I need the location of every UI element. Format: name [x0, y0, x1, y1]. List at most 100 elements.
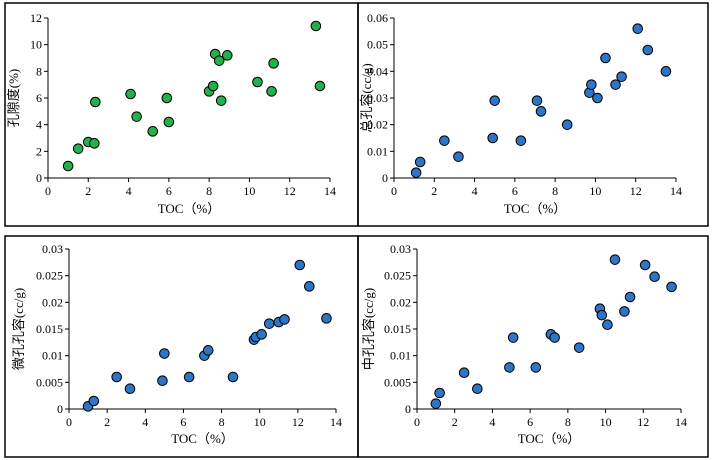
- y-tick-label: 4: [36, 118, 42, 132]
- x-tick-label: 10: [254, 415, 266, 429]
- y-tick-label: 0.01: [42, 349, 63, 363]
- panel-meso-frame: [357, 235, 709, 458]
- data-point: [610, 79, 621, 90]
- data-point: [600, 52, 611, 64]
- x-axis-title: TOC（%）: [158, 201, 221, 216]
- data-point: [619, 306, 630, 317]
- y-tick-label: 10: [30, 38, 42, 52]
- x-tick-label: 10: [589, 184, 601, 198]
- data-point: [321, 313, 332, 324]
- micropore-volume-chart: 0 2 4 6 8 10 12 14 0 0.005 0.01 0.015 0.02 0.025 0.03 T…: [11, 242, 342, 446]
- x-tick-label: 2: [104, 415, 110, 429]
- data-point: [111, 371, 122, 383]
- data-point: [314, 80, 326, 92]
- data-point: [458, 367, 470, 379]
- data-point: [294, 259, 306, 271]
- data-point: [227, 371, 239, 383]
- y-tick-label: 2: [36, 144, 42, 158]
- x-tick-label: 12: [630, 184, 642, 198]
- x-axis-title: TOC（%）: [504, 201, 567, 216]
- x-axis-title: TOC（%）: [171, 431, 234, 446]
- data-point: [632, 23, 644, 34]
- y-tick-label: 0.02: [42, 295, 63, 309]
- data-point: [639, 259, 651, 271]
- data-point: [207, 80, 219, 92]
- y-axis-title: 微孔孔容(cc/g): [11, 288, 26, 370]
- x-tick-label: 0: [66, 415, 72, 429]
- data-point: [88, 395, 100, 407]
- x-tick-label: 8: [206, 184, 212, 198]
- y-tick-label: 0.04: [367, 64, 388, 78]
- data-point: [530, 362, 542, 373]
- y-tick-label: 0.005: [36, 375, 63, 389]
- data-point: [609, 254, 621, 265]
- data-point: [263, 318, 275, 329]
- data-point: [125, 88, 136, 100]
- data-point: [183, 371, 195, 383]
- data-point: [414, 156, 426, 168]
- data-point: [310, 20, 322, 32]
- y-tick-label: 0: [405, 402, 411, 416]
- x-tick-label: 4: [126, 184, 132, 198]
- x-tick-label: 4: [472, 184, 478, 198]
- y-tick-label: 0.015: [384, 322, 411, 336]
- data-point: [213, 55, 225, 66]
- data-point: [89, 138, 100, 149]
- data-point: [221, 50, 233, 61]
- data-point: [487, 132, 499, 144]
- data-point: [573, 342, 585, 353]
- data-point: [434, 387, 445, 399]
- x-tick-label: 4: [489, 415, 495, 429]
- y-tick-label: 0.06: [367, 11, 388, 25]
- data-point: [279, 314, 290, 325]
- x-tick-label: 10: [243, 184, 255, 198]
- data-point: [131, 111, 142, 122]
- data-point: [72, 143, 84, 154]
- y-tick-label: 0.02: [367, 118, 388, 132]
- data-point: [268, 58, 279, 69]
- data-point: [531, 95, 543, 106]
- data-point: [266, 86, 277, 97]
- data-point: [62, 160, 74, 172]
- x-tick-label: 8: [219, 415, 225, 429]
- data-point: [504, 362, 515, 373]
- x-tick-label: 2: [431, 184, 437, 198]
- y-tick-label: 6: [36, 91, 42, 105]
- data-point: [90, 96, 101, 108]
- x-axis-title: TOC（%）: [518, 431, 581, 446]
- x-tick-label: 8: [565, 415, 571, 429]
- y-tick-label: 0.02: [390, 295, 411, 309]
- data-point: [624, 291, 636, 303]
- data-point: [642, 44, 654, 56]
- data-point: [453, 151, 464, 162]
- data-point: [666, 281, 677, 293]
- data-point: [660, 66, 672, 77]
- data-point: [161, 92, 173, 104]
- data-point: [202, 345, 214, 356]
- y-tick-label: 0.03: [367, 91, 388, 105]
- data-point: [410, 167, 422, 178]
- mesopore-volume-chart: 0 2 4 6 8 10 12 14 0 0.005 0.01 0.015 0.02 0.025 0.03 T…: [361, 242, 687, 446]
- x-tick-label: 12: [637, 415, 649, 429]
- x-tick-label: 14: [670, 184, 682, 198]
- data-point: [159, 348, 170, 359]
- y-axis-title: 中孔孔容(cc/g): [361, 288, 376, 370]
- x-tick-label: 6: [512, 184, 518, 198]
- data-point: [561, 119, 573, 130]
- panel-total-frame: [357, 2, 709, 227]
- x-tick-label: 2: [85, 184, 91, 198]
- data-point: [252, 76, 263, 88]
- y-tick-label: 0.01: [367, 144, 388, 158]
- data-point: [596, 309, 608, 321]
- y-tick-label: 0.03: [390, 242, 411, 256]
- data-point: [256, 329, 267, 340]
- y-tick-label: 0.01: [390, 349, 411, 363]
- data-point: [147, 126, 159, 137]
- y-tick-label: 0.03: [42, 242, 63, 256]
- y-tick-label: 0.025: [384, 269, 411, 283]
- data-point: [602, 319, 613, 331]
- data-point: [163, 116, 175, 128]
- data-point: [535, 106, 547, 117]
- y-tick-label: 0: [57, 402, 63, 416]
